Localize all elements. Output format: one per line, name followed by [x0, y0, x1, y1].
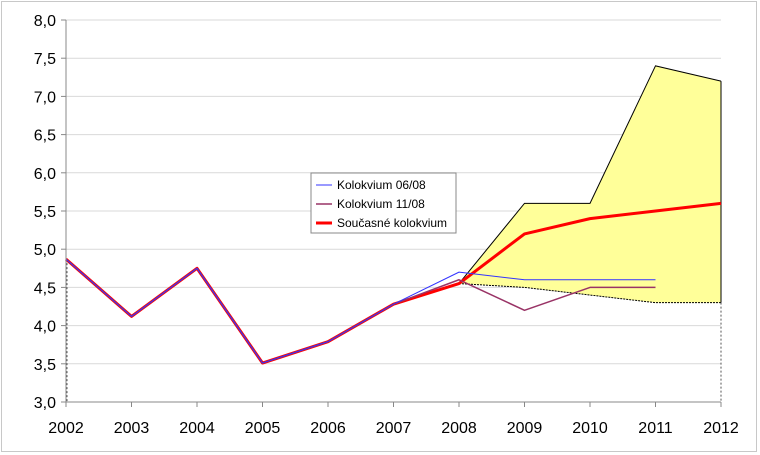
x-tick-label: 2004 — [179, 420, 215, 437]
x-tick-label: 2007 — [376, 420, 412, 437]
legend-box — [310, 172, 457, 234]
forecast-band — [66, 65, 722, 402]
y-tick-label: 3,5 — [34, 357, 56, 374]
series-line-0 — [65, 258, 656, 364]
x-tick-label: 2003 — [114, 420, 150, 437]
y-tick-label: 5,0 — [34, 242, 56, 259]
x-tick-label: 2002 — [48, 420, 84, 437]
x-tick-label: 2012 — [703, 420, 739, 437]
axes: 3,0 3,5 4,0 4,5 5,0 5,5 6,0 6,5 7,0 7,5 8,0 2002 200… — [34, 13, 739, 437]
legend-label-2: Současné kolokvium — [337, 216, 447, 230]
legend: Kolokvium 06/08 Kolokvium 11/08 Současné… — [310, 172, 457, 234]
x-tick-label: 2009 — [507, 420, 543, 437]
legend-label-1: Kolokvium 11/08 — [337, 197, 425, 211]
x-tick-label: 2010 — [572, 420, 608, 437]
x-tick-label: 2011 — [638, 420, 673, 437]
series-lines — [65, 201, 722, 365]
y-tick-label: 8,0 — [34, 13, 56, 30]
legend-label-0: Kolokvium 06/08 — [337, 178, 426, 192]
x-tick-label: 2006 — [310, 420, 346, 437]
y-tick-label: 6,0 — [34, 166, 56, 183]
x-tick-label: 2005 — [245, 420, 281, 437]
band-lower-line — [458, 283, 721, 304]
y-tick-label: 5,5 — [34, 204, 56, 221]
y-tick-label: 7,0 — [34, 89, 56, 106]
y-tick-label: 6,5 — [34, 128, 56, 145]
y-tick-label: 3,0 — [34, 395, 56, 412]
y-tick-label: 7,5 — [34, 51, 56, 68]
y-tick-label: 4,5 — [34, 280, 56, 297]
band-area — [459, 65, 721, 303]
y-tick-label: 4,0 — [34, 319, 56, 336]
x-tick-label: 2008 — [441, 420, 477, 437]
band-upper-line — [458, 65, 722, 284]
